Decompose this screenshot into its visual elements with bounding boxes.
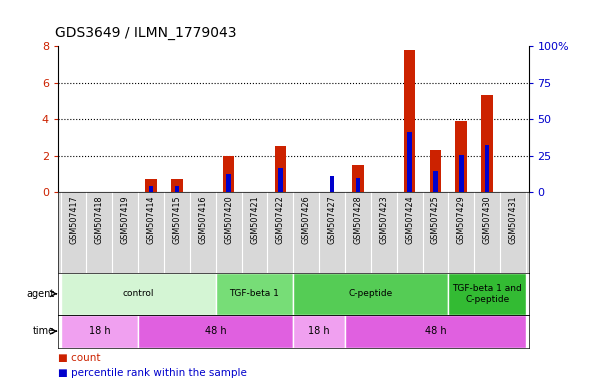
Text: TGF-beta 1 and
C-peptide: TGF-beta 1 and C-peptide [452,284,522,304]
Text: GSM507414: GSM507414 [147,195,156,244]
Text: GSM507425: GSM507425 [431,195,440,244]
Bar [356,178,360,192]
Bar [481,95,493,192]
Text: GSM507419: GSM507419 [121,195,130,244]
Bar [148,185,153,192]
Text: GSM507420: GSM507420 [224,195,233,244]
Bar [330,177,334,192]
Text: time: time [33,326,55,336]
Bar [145,179,157,192]
Text: GSM507431: GSM507431 [508,195,518,244]
Text: GSM507422: GSM507422 [276,195,285,244]
Bar [408,132,412,192]
Text: GSM507427: GSM507427 [327,195,337,244]
Bar [485,146,489,192]
Text: ■ count: ■ count [58,353,101,363]
Bar [404,50,415,192]
Bar [293,273,448,315]
Bar [274,146,286,192]
Text: 48 h: 48 h [205,326,227,336]
Text: 48 h: 48 h [425,326,446,336]
Bar [433,171,437,192]
Bar [448,273,526,315]
Text: GDS3649 / ILMN_1779043: GDS3649 / ILMN_1779043 [55,26,236,40]
Text: agent: agent [27,289,55,299]
Bar [278,168,283,192]
Text: 18 h: 18 h [89,326,110,336]
Text: GSM507415: GSM507415 [172,195,181,244]
Bar [171,179,183,192]
Bar [60,315,138,348]
Bar [60,273,216,315]
Text: GSM507428: GSM507428 [353,195,362,244]
Bar [455,121,467,192]
Text: GSM507424: GSM507424 [405,195,414,244]
Text: GSM507430: GSM507430 [483,195,492,244]
Bar [175,185,179,192]
Text: GSM507426: GSM507426 [302,195,311,244]
Text: control: control [122,289,154,298]
Text: GSM507421: GSM507421 [250,195,259,244]
Text: ■ percentile rank within the sample: ■ percentile rank within the sample [58,368,247,378]
Text: 18 h: 18 h [309,326,330,336]
Bar [345,315,526,348]
Text: GSM507423: GSM507423 [379,195,388,244]
Text: GSM507417: GSM507417 [69,195,78,244]
Bar [223,156,235,192]
Text: GSM507418: GSM507418 [95,195,104,244]
Text: C-peptide: C-peptide [349,289,393,298]
Bar [216,273,293,315]
Bar [293,315,345,348]
Bar [430,150,441,192]
Text: TGF-beta 1: TGF-beta 1 [230,289,279,298]
Bar [138,315,293,348]
Text: GSM507429: GSM507429 [457,195,466,244]
Bar [226,174,231,192]
Bar [459,155,464,192]
Bar [352,165,364,192]
Text: GSM507416: GSM507416 [199,195,207,244]
